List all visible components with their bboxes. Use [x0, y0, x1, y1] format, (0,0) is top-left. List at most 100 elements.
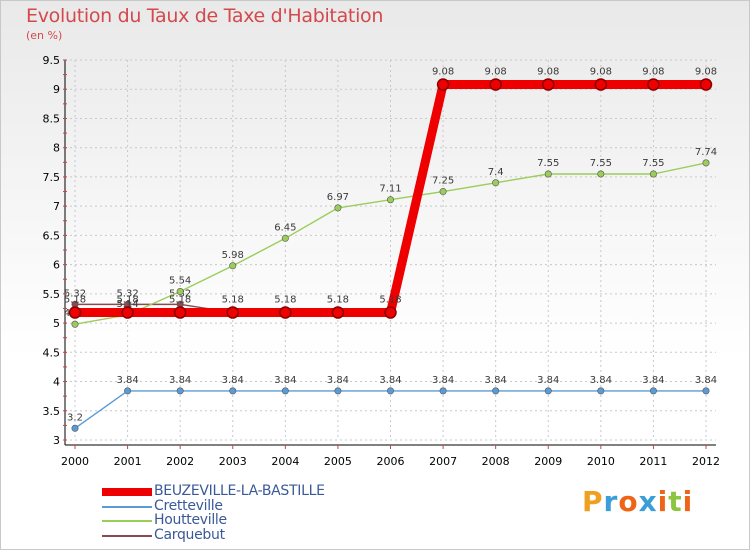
data-point — [226, 306, 239, 319]
data-label: 3.84 — [537, 375, 559, 386]
data-point — [594, 78, 608, 91]
data-label: 7.55 — [537, 158, 559, 169]
x-tick-label: 2005 — [324, 455, 352, 468]
data-label: 5.54 — [169, 276, 191, 287]
logo-letter: i — [657, 485, 669, 518]
x-tick-label: 2001 — [114, 455, 142, 468]
y-tick-label: 4.5 — [43, 346, 61, 359]
x-tick-label: 2007 — [429, 455, 457, 468]
data-label: 3.84 — [695, 375, 717, 386]
data-label: 7.55 — [642, 158, 664, 169]
data-label: 6.97 — [327, 192, 349, 203]
data-point — [176, 387, 184, 395]
y-tick-label: 8.5 — [43, 112, 61, 125]
data-point — [384, 306, 397, 319]
unit-label: (en %) — [26, 29, 63, 42]
data-label: 5.18 — [116, 295, 138, 306]
data-point — [544, 170, 552, 178]
data-label: 3.84 — [116, 375, 138, 386]
series-beuzeville-la-bastille: 5.18 5.18 5.18 5.18 5.18 5.18 5.18 9.08 9.08 9.08… — [64, 67, 717, 319]
data-point — [71, 320, 79, 328]
y-tick-label: 8 — [53, 142, 60, 155]
data-label: 3.2 — [67, 412, 83, 423]
data-point — [699, 78, 713, 91]
y-tick-label: 7 — [53, 200, 60, 213]
data-label: 3.84 — [327, 375, 349, 386]
y-tick-label: 9 — [53, 83, 60, 96]
data-point — [649, 170, 657, 178]
data-point — [647, 78, 660, 91]
data-point — [386, 196, 394, 204]
data-point — [279, 306, 292, 319]
data-label: 9.08 — [485, 67, 507, 78]
data-label: 5.18 — [169, 295, 191, 306]
data-label: 6.45 — [274, 222, 296, 233]
logo-letter: i — [682, 485, 694, 518]
y-tick-label: 4 — [53, 376, 60, 389]
data-point — [173, 306, 187, 319]
data-label: 5.18 — [274, 295, 296, 306]
proxiti-logo: Proxiti — [582, 485, 693, 518]
data-point — [489, 78, 502, 91]
data-label: 3.84 — [485, 375, 507, 386]
x-tick-label: 2003 — [219, 455, 247, 468]
data-label: 7.11 — [379, 184, 401, 195]
data-label: 3.84 — [274, 375, 296, 386]
series-houtteville: 4.985.145.545.986.456.977.117.257.47.557… — [64, 147, 717, 328]
x-tick-label: 2004 — [271, 455, 299, 468]
chart-title: Evolution du Taux de Taxe d'Habitation — [26, 5, 384, 27]
logo-letter: x — [638, 485, 658, 518]
data-label: 5.18 — [327, 295, 349, 306]
data-label: 3.84 — [432, 375, 454, 386]
data-label: 5.32 — [116, 288, 138, 299]
data-label: 9.08 — [642, 67, 664, 78]
data-label: 3.84 — [222, 375, 244, 386]
logo-letter: P — [582, 485, 604, 518]
x-tick-label: 2009 — [534, 455, 562, 468]
legend-swatch — [102, 520, 152, 522]
data-label: 5.14 — [116, 299, 138, 310]
data-point — [702, 159, 710, 167]
legend-swatch — [102, 488, 152, 496]
y-tick-label: 7.5 — [43, 171, 61, 184]
data-label: 5.32 — [64, 288, 86, 299]
data-point — [229, 387, 237, 395]
data-point — [124, 387, 132, 395]
logo-letter: o — [618, 485, 639, 518]
legend-swatch — [102, 505, 152, 508]
legend-swatch — [102, 534, 152, 537]
data-point — [597, 170, 605, 178]
data-label: 9.08 — [537, 67, 559, 78]
y-tick-label: 5 — [53, 317, 60, 330]
y-tick-label: 9.5 — [43, 54, 61, 67]
x-tick-label: 2011 — [639, 455, 667, 468]
y-tick-label: 3 — [53, 434, 60, 447]
legend-label: Cretteville — [154, 497, 223, 514]
logo-letter: t — [668, 485, 683, 518]
data-label: 7.74 — [695, 147, 717, 158]
data-point — [229, 262, 237, 270]
x-tick-label: 2006 — [377, 455, 405, 468]
logo-letter: r — [603, 485, 619, 518]
x-tick-label: 2012 — [692, 455, 720, 468]
data-point — [492, 387, 500, 395]
data-point — [334, 387, 342, 395]
data-point — [492, 179, 500, 187]
data-point — [597, 387, 605, 395]
y-tick-label: 3.5 — [43, 405, 61, 418]
data-point — [439, 387, 447, 395]
data-label: 7.55 — [590, 158, 612, 169]
data-point — [331, 306, 345, 319]
data-point — [334, 204, 342, 212]
data-label: 9.08 — [695, 67, 717, 78]
data-point — [542, 78, 555, 91]
data-label: 9.08 — [432, 67, 454, 78]
data-point — [281, 387, 289, 395]
data-label: 5.18 — [222, 295, 244, 306]
data-label: 7.25 — [432, 176, 454, 187]
data-label: 5.18 — [379, 295, 401, 306]
data-label: 7.4 — [488, 167, 504, 178]
data-label: 3.84 — [590, 375, 612, 386]
